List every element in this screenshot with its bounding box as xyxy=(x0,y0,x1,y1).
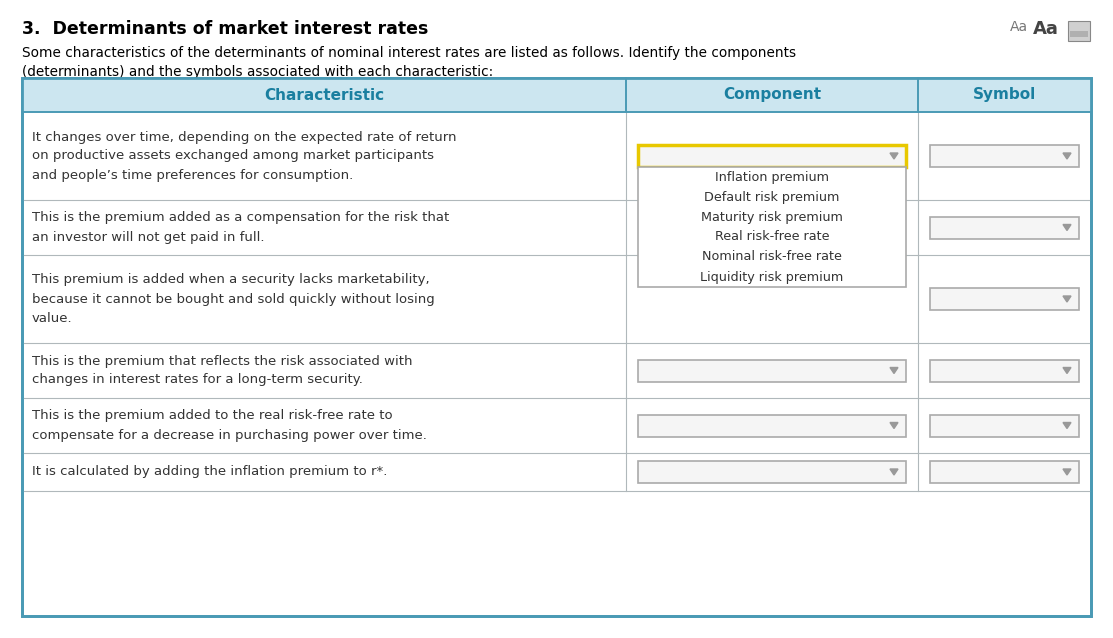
Text: It is calculated by adding the inflation premium to r*.: It is calculated by adding the inflation… xyxy=(32,466,387,478)
Bar xyxy=(638,167,906,287)
Text: Characteristic: Characteristic xyxy=(264,87,384,103)
Text: (determinants) and the symbols associated with each characteristic:: (determinants) and the symbols associate… xyxy=(22,65,493,79)
Text: Aa: Aa xyxy=(1009,20,1028,34)
Bar xyxy=(1068,21,1090,41)
Bar xyxy=(930,359,1078,382)
Text: Aa: Aa xyxy=(1033,20,1058,38)
Polygon shape xyxy=(890,422,898,429)
Polygon shape xyxy=(1063,296,1071,302)
Bar xyxy=(638,461,906,483)
Text: This premium is added when a security lacks marketability,: This premium is added when a security la… xyxy=(32,274,430,286)
Bar xyxy=(22,78,1091,112)
Text: Default risk premium: Default risk premium xyxy=(705,191,839,204)
Polygon shape xyxy=(890,153,898,159)
Polygon shape xyxy=(1063,469,1071,475)
Text: 3.  Determinants of market interest rates: 3. Determinants of market interest rates xyxy=(22,20,429,38)
Bar xyxy=(638,415,906,436)
Bar xyxy=(930,415,1078,436)
Bar xyxy=(930,145,1078,167)
Text: Component: Component xyxy=(723,87,821,103)
Bar xyxy=(930,288,1078,310)
Polygon shape xyxy=(890,367,898,373)
Text: This is the premium added as a compensation for the risk that: This is the premium added as a compensat… xyxy=(32,212,450,225)
Text: because it cannot be bought and sold quickly without losing: because it cannot be bought and sold qui… xyxy=(32,292,435,306)
Polygon shape xyxy=(1063,367,1071,373)
Text: and people’s time preferences for consumption.: and people’s time preferences for consum… xyxy=(32,168,353,181)
FancyBboxPatch shape xyxy=(22,78,1091,616)
Polygon shape xyxy=(1063,422,1071,429)
Bar xyxy=(1070,31,1089,37)
Text: compensate for a decrease in purchasing power over time.: compensate for a decrease in purchasing … xyxy=(32,429,427,441)
Text: changes in interest rates for a long-term security.: changes in interest rates for a long-ter… xyxy=(32,373,363,387)
Text: Symbol: Symbol xyxy=(973,87,1036,103)
Text: value.: value. xyxy=(32,311,72,325)
Text: This is the premium that reflects the risk associated with: This is the premium that reflects the ri… xyxy=(32,355,413,367)
Text: an investor will not get paid in full.: an investor will not get paid in full. xyxy=(32,230,265,244)
Text: It changes over time, depending on the expected rate of return: It changes over time, depending on the e… xyxy=(32,131,456,144)
Polygon shape xyxy=(890,469,898,475)
Text: Inflation premium: Inflation premium xyxy=(715,170,829,184)
Text: Some characteristics of the determinants of nominal interest rates are listed as: Some characteristics of the determinants… xyxy=(22,46,796,60)
Polygon shape xyxy=(1063,225,1071,230)
Bar xyxy=(930,216,1078,239)
Text: Liquidity risk premium: Liquidity risk premium xyxy=(700,271,844,283)
Bar xyxy=(638,145,906,167)
Text: Real risk-free rate: Real risk-free rate xyxy=(715,230,829,244)
Text: on productive assets exchanged among market participants: on productive assets exchanged among mar… xyxy=(32,149,434,163)
Polygon shape xyxy=(1063,153,1071,159)
Text: Nominal risk-free rate: Nominal risk-free rate xyxy=(702,251,841,263)
Text: Maturity risk premium: Maturity risk premium xyxy=(701,211,843,223)
Text: This is the premium added to the real risk-free rate to: This is the premium added to the real ri… xyxy=(32,410,393,422)
Bar xyxy=(638,359,906,382)
Bar xyxy=(930,461,1078,483)
